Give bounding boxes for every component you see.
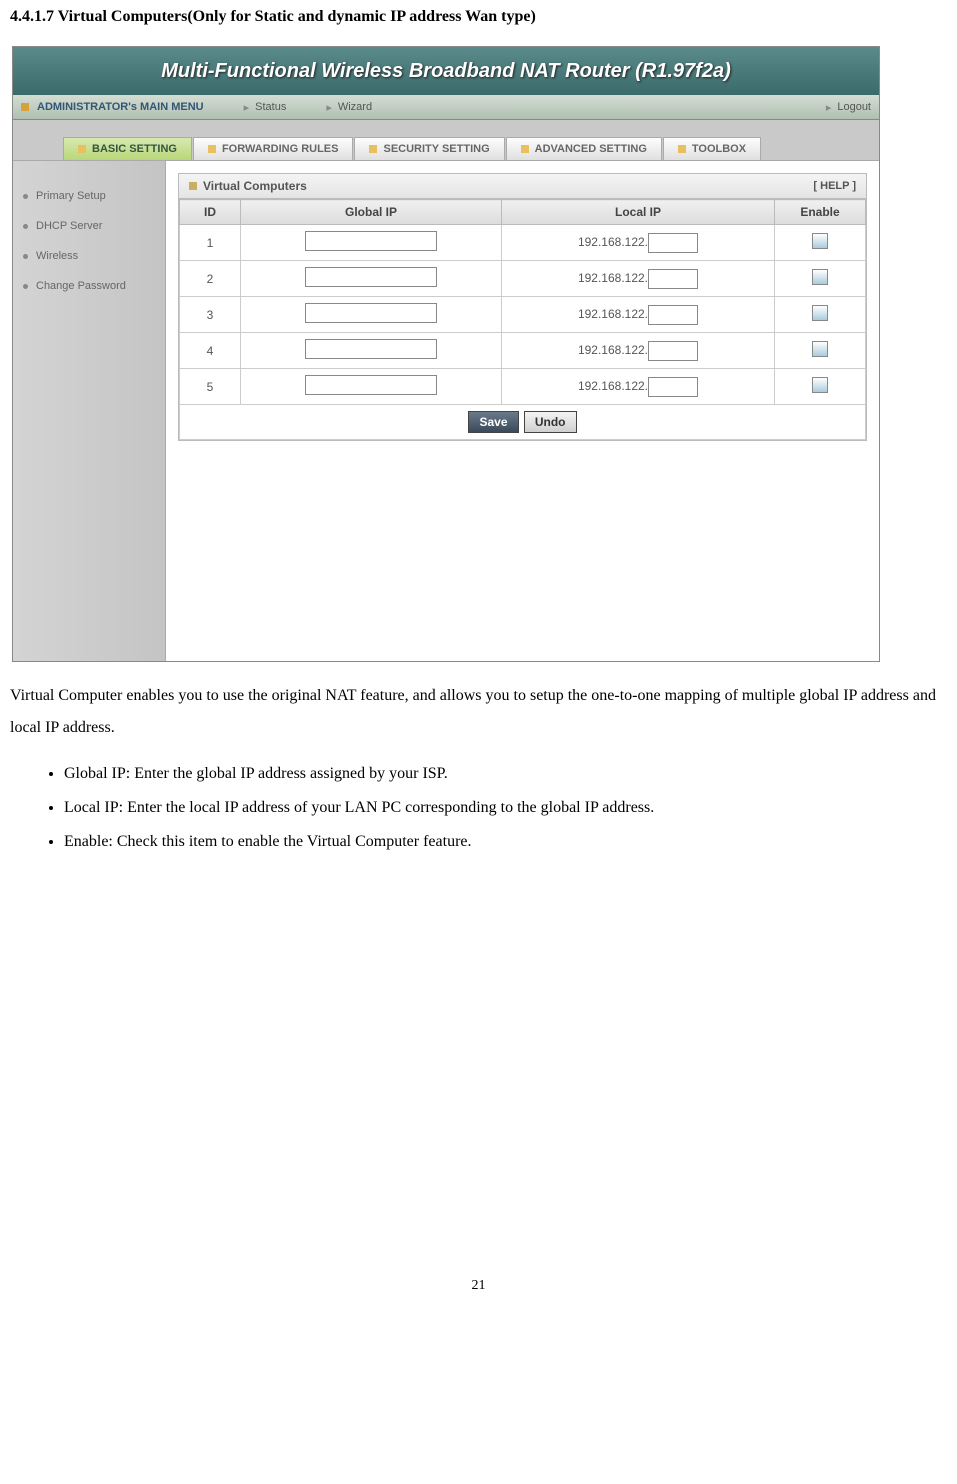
section-heading: 4.4.1.7 Virtual Computers(Only for Stati… bbox=[10, 8, 947, 26]
sidebar-item-label: Change Password bbox=[36, 280, 126, 292]
sidebar-item-change-password[interactable]: Change Password bbox=[13, 271, 165, 301]
panel-title: Virtual Computers bbox=[203, 179, 813, 193]
bullet-list: Global IP: Enter the global IP address a… bbox=[10, 758, 947, 858]
sidebar-item-dhcp-server[interactable]: DHCP Server bbox=[13, 211, 165, 241]
col-local-ip: Local IP bbox=[502, 200, 775, 225]
wizard-link[interactable]: Wizard bbox=[338, 101, 372, 113]
router-screenshot: Multi-Functional Wireless Broadband NAT … bbox=[12, 46, 880, 662]
sidebar: Primary Setup DHCP Server Wireless Chang… bbox=[13, 161, 166, 661]
table-row: 5 192.168.122. bbox=[180, 369, 866, 405]
table-row: 4 192.168.122. bbox=[180, 333, 866, 369]
sidebar-item-label: Primary Setup bbox=[36, 190, 106, 202]
local-ip-input[interactable] bbox=[648, 233, 698, 253]
help-link[interactable]: [ HELP ] bbox=[813, 180, 856, 192]
row-id: 2 bbox=[180, 261, 241, 297]
sidebar-item-primary-setup[interactable]: Primary Setup bbox=[13, 181, 165, 211]
sidebar-item-wireless[interactable]: Wireless bbox=[13, 241, 165, 271]
arrow-icon: ▸ bbox=[244, 101, 250, 114]
enable-checkbox[interactable] bbox=[812, 305, 828, 321]
enable-checkbox[interactable] bbox=[812, 269, 828, 285]
admin-menu-bar: ADMINISTRATOR's MAIN MENU ▸ Status ▸ Wiz… bbox=[13, 95, 879, 120]
main-panel: Virtual Computers [ HELP ] ID Global IP … bbox=[166, 161, 879, 661]
panel-bullet-icon bbox=[189, 182, 197, 190]
list-item: Global IP: Enter the global IP address a… bbox=[64, 758, 947, 790]
dot-icon bbox=[23, 284, 28, 289]
table-row: 3 192.168.122. bbox=[180, 297, 866, 333]
dot-icon bbox=[23, 254, 28, 259]
tab-label: FORWARDING RULES bbox=[222, 143, 339, 155]
tab-label: SECURITY SETTING bbox=[383, 143, 489, 155]
arrow-icon: ▸ bbox=[326, 101, 332, 114]
page-number: 21 bbox=[10, 1278, 947, 1314]
description-paragraph: Virtual Computer enables you to use the … bbox=[10, 680, 947, 744]
tab-security-setting[interactable]: SECURITY SETTING bbox=[354, 137, 504, 160]
local-ip-input[interactable] bbox=[648, 305, 698, 325]
local-ip-prefix: 192.168.122. bbox=[578, 307, 648, 321]
tab-basic-setting[interactable]: BASIC SETTING bbox=[63, 137, 192, 160]
menu-bullet-icon bbox=[21, 103, 29, 111]
local-ip-input[interactable] bbox=[648, 341, 698, 361]
col-enable: Enable bbox=[775, 200, 866, 225]
local-ip-prefix: 192.168.122. bbox=[578, 271, 648, 285]
global-ip-input[interactable] bbox=[305, 267, 437, 287]
row-id: 1 bbox=[180, 225, 241, 261]
virtual-computers-table: ID Global IP Local IP Enable 1 192.168.1… bbox=[179, 199, 866, 440]
button-row: Save Undo bbox=[180, 405, 866, 440]
dot-icon bbox=[23, 194, 28, 199]
local-ip-input[interactable] bbox=[648, 377, 698, 397]
tab-label: BASIC SETTING bbox=[92, 143, 177, 155]
arrow-icon: ▸ bbox=[826, 101, 832, 114]
router-header: Multi-Functional Wireless Broadband NAT … bbox=[13, 47, 879, 95]
tab-bullet-icon bbox=[369, 145, 377, 153]
table-row: 1 192.168.122. bbox=[180, 225, 866, 261]
tab-forwarding-rules[interactable]: FORWARDING RULES bbox=[193, 137, 354, 160]
save-button[interactable]: Save bbox=[468, 411, 518, 433]
global-ip-input[interactable] bbox=[305, 339, 437, 359]
local-ip-prefix: 192.168.122. bbox=[578, 343, 648, 357]
admin-menu-label: ADMINISTRATOR's MAIN MENU bbox=[37, 101, 204, 113]
local-ip-prefix: 192.168.122. bbox=[578, 235, 648, 249]
local-ip-input[interactable] bbox=[648, 269, 698, 289]
global-ip-input[interactable] bbox=[305, 231, 437, 251]
tab-bullet-icon bbox=[521, 145, 529, 153]
undo-button[interactable]: Undo bbox=[524, 411, 577, 433]
global-ip-input[interactable] bbox=[305, 303, 437, 323]
tab-bullet-icon bbox=[678, 145, 686, 153]
enable-checkbox[interactable] bbox=[812, 341, 828, 357]
tabs-row: BASIC SETTING FORWARDING RULES SECURITY … bbox=[13, 120, 879, 161]
status-link[interactable]: Status bbox=[255, 101, 286, 113]
dot-icon bbox=[23, 224, 28, 229]
enable-checkbox[interactable] bbox=[812, 377, 828, 393]
list-item: Enable: Check this item to enable the Vi… bbox=[64, 826, 947, 858]
tab-advanced-setting[interactable]: ADVANCED SETTING bbox=[506, 137, 662, 160]
tab-toolbox[interactable]: TOOLBOX bbox=[663, 137, 761, 160]
row-id: 4 bbox=[180, 333, 241, 369]
col-id: ID bbox=[180, 200, 241, 225]
virtual-computers-panel: Virtual Computers [ HELP ] ID Global IP … bbox=[178, 173, 867, 441]
table-row: 2 192.168.122. bbox=[180, 261, 866, 297]
tab-bullet-icon bbox=[208, 145, 216, 153]
router-title: Multi-Functional Wireless Broadband NAT … bbox=[161, 60, 731, 83]
panel-header: Virtual Computers [ HELP ] bbox=[179, 174, 866, 199]
list-item: Local IP: Enter the local IP address of … bbox=[64, 792, 947, 824]
row-id: 3 bbox=[180, 297, 241, 333]
tab-label: TOOLBOX bbox=[692, 143, 746, 155]
logout-link[interactable]: Logout bbox=[837, 101, 871, 113]
sidebar-item-label: DHCP Server bbox=[36, 220, 102, 232]
global-ip-input[interactable] bbox=[305, 375, 437, 395]
col-global-ip: Global IP bbox=[241, 200, 502, 225]
local-ip-prefix: 192.168.122. bbox=[578, 379, 648, 393]
row-id: 5 bbox=[180, 369, 241, 405]
tab-bullet-icon bbox=[78, 145, 86, 153]
sidebar-item-label: Wireless bbox=[36, 250, 78, 262]
tab-label: ADVANCED SETTING bbox=[535, 143, 647, 155]
enable-checkbox[interactable] bbox=[812, 233, 828, 249]
